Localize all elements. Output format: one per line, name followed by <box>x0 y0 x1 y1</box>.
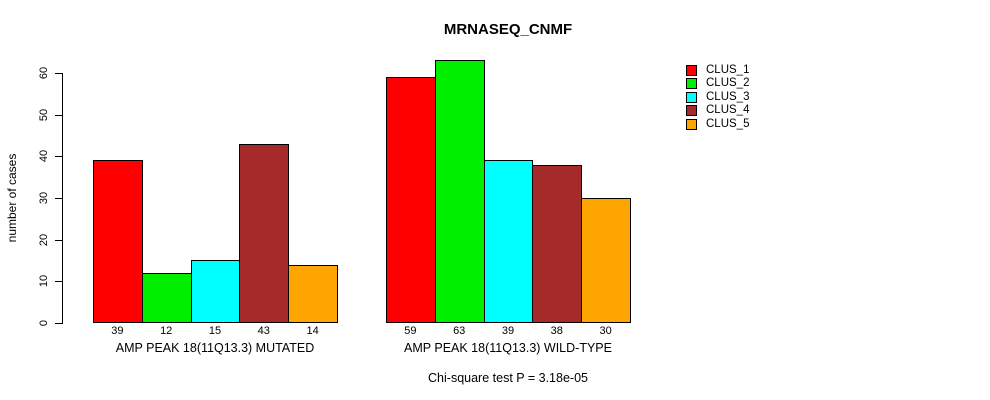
y-axis-tick-label: 10 <box>38 274 50 288</box>
legend-swatch-icon <box>686 105 697 117</box>
bar-value-label: 59 <box>404 325 417 337</box>
bar-clus_2 <box>142 273 192 323</box>
y-axis-line <box>62 73 63 324</box>
bar-clus_2 <box>435 60 485 323</box>
y-axis-tick <box>55 115 62 116</box>
group-label: AMP PEAK 18(11Q13.3) MUTATED <box>115 341 315 355</box>
bar-value-label: 39 <box>111 325 124 337</box>
bar-clus_1 <box>93 160 143 323</box>
y-axis-tick-label: 30 <box>38 191 50 205</box>
legend-swatch-icon <box>686 91 697 103</box>
y-axis-tick-label: 40 <box>38 149 50 163</box>
y-axis-tick <box>55 156 62 157</box>
bar-value-label: 63 <box>453 325 466 337</box>
bar-clus_1 <box>386 77 436 323</box>
y-axis-tick-label: 50 <box>38 108 50 122</box>
bar-clus_4 <box>239 144 289 323</box>
legend-swatch-icon <box>686 78 697 90</box>
y-axis-tick-label: 20 <box>38 233 50 247</box>
bar-value-label: 14 <box>306 325 319 337</box>
bar-value-label: 38 <box>550 325 563 337</box>
y-axis-tick <box>55 198 62 199</box>
legend-label: CLUS_4 <box>706 104 750 117</box>
group-label: AMP PEAK 18(11Q13.3) WILD-TYPE <box>404 341 612 355</box>
bar-value-label: 30 <box>599 325 612 337</box>
chart-title: MRNASEQ_CNMF <box>443 21 573 38</box>
legend-label: CLUS_5 <box>706 117 750 130</box>
y-axis-tick <box>55 73 62 74</box>
bar-clus_3 <box>484 160 533 323</box>
legend-label: CLUS_3 <box>706 90 750 103</box>
legend-label: CLUS_2 <box>706 77 750 90</box>
bar-value-label: 43 <box>257 325 270 337</box>
bar-clus_3 <box>191 260 240 323</box>
y-axis-tick <box>55 323 62 324</box>
y-axis-label: number of cases <box>5 153 19 243</box>
y-axis-tick <box>55 281 62 282</box>
bar-clus_5 <box>581 198 631 323</box>
chi-square-footnote: Chi-square test P = 3.18e-05 <box>428 371 588 385</box>
legend-swatch-icon <box>686 65 697 76</box>
y-axis-tick-label: 60 <box>38 66 50 80</box>
y-axis-tick-label: 0 <box>38 319 50 327</box>
legend-swatch-icon <box>686 118 697 130</box>
bar-clus_4 <box>532 165 582 323</box>
bar-value-label: 12 <box>160 325 173 337</box>
legend-label: CLUS_1 <box>706 64 750 76</box>
bar-clus_5 <box>288 265 338 323</box>
bar-value-label: 39 <box>501 325 515 337</box>
y-axis-tick <box>55 240 62 241</box>
bar-value-label: 15 <box>208 325 222 337</box>
